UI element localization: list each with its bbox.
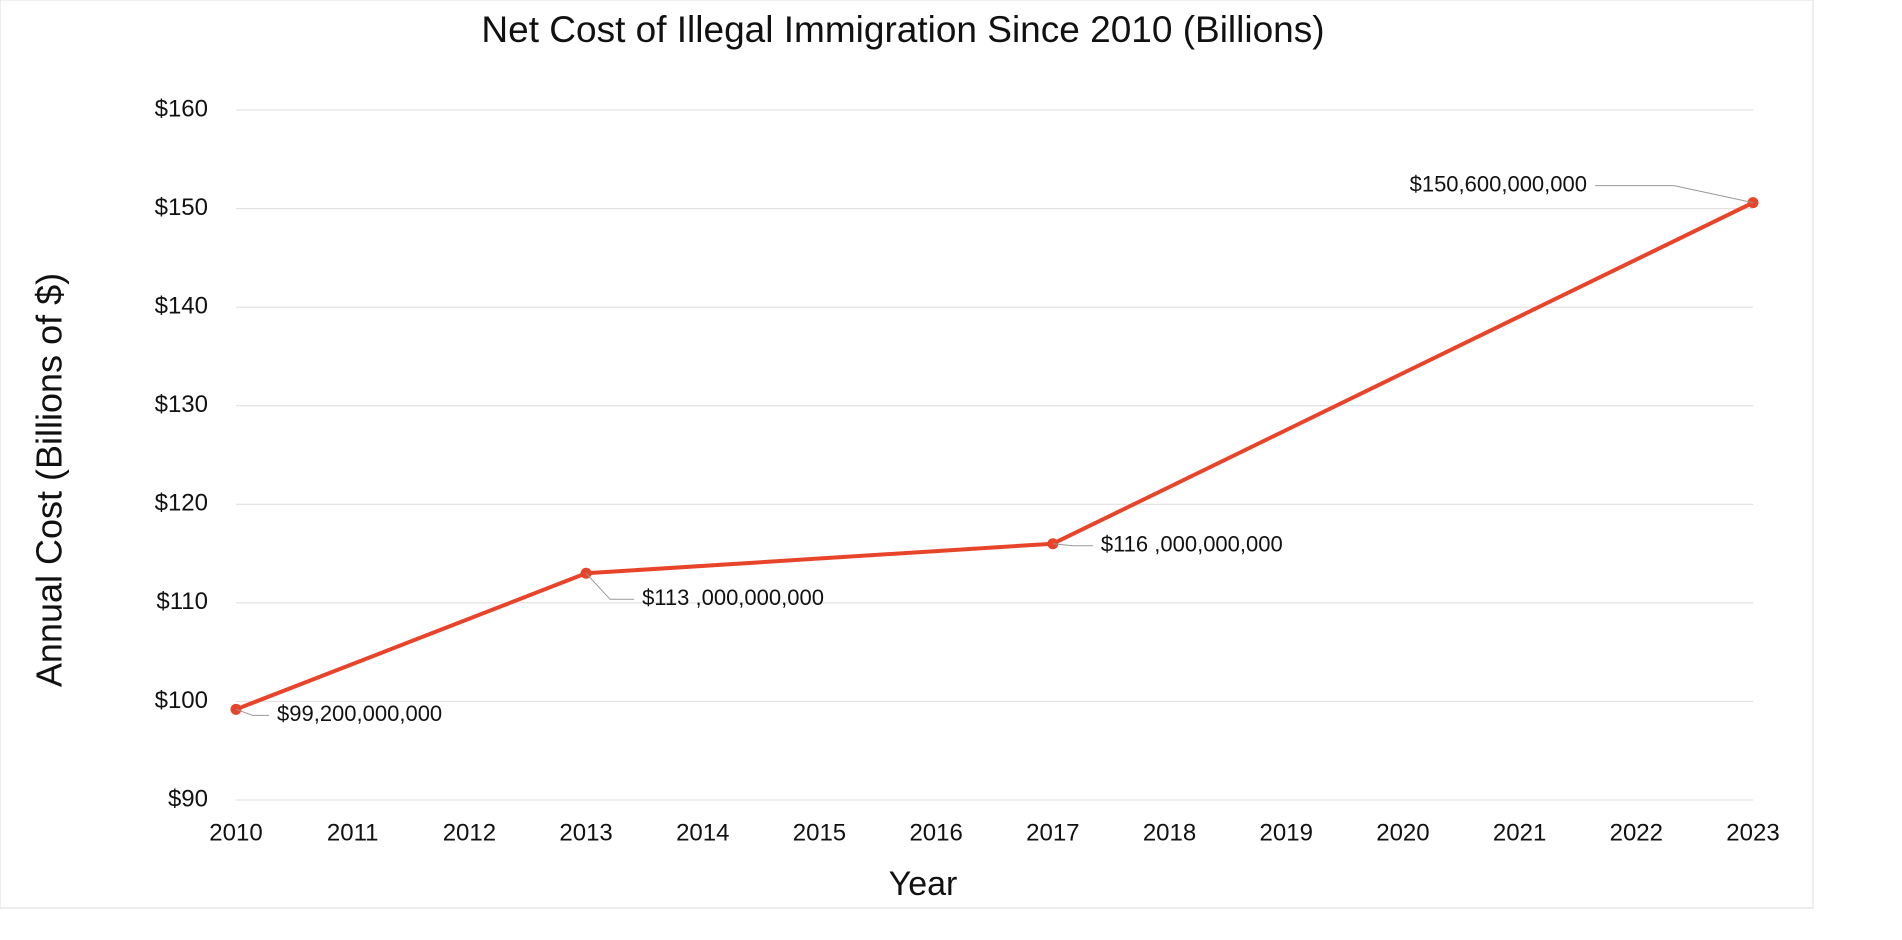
x-tick-label: 2014: [676, 819, 729, 846]
x-tick-label: 2015: [793, 819, 846, 846]
x-tick-label: 2021: [1493, 819, 1546, 846]
y-tick-label: $150: [155, 194, 208, 221]
leader-line: [585, 572, 635, 600]
chart-title: Net Cost of Illegal Immigration Since 20…: [481, 9, 1324, 50]
y-tick-label: $110: [156, 588, 208, 615]
y-axis-title: Annual Cost (Billions of $): [29, 273, 70, 687]
x-tick-label: 2012: [443, 819, 496, 846]
x-tick-label: 2010: [209, 819, 262, 846]
x-tick-label: 2017: [1026, 819, 1079, 846]
x-axis-title: Year: [889, 865, 958, 903]
y-tick-label: $160: [155, 95, 208, 122]
leader-line: [235, 708, 269, 716]
chart-frame: [0, 0, 1814, 909]
leader-line: [1595, 185, 1754, 204]
y-tick-label: $130: [155, 391, 208, 418]
y-tick-label: $90: [168, 785, 208, 812]
value-label: $99,200,000,000: [277, 701, 442, 726]
value-label: $116 ,000,000,000: [1101, 532, 1283, 557]
y-tick-label: $120: [155, 490, 208, 517]
y-tick-label: $100: [155, 687, 208, 714]
data-line: [235, 200, 1754, 712]
x-tick-label: 2011: [327, 819, 379, 846]
value-label: $150,600,000,000: [1410, 171, 1587, 196]
x-tick-label: 2013: [559, 819, 612, 846]
x-tick-label: 2020: [1376, 819, 1429, 846]
y-tick-label: $140: [155, 292, 208, 319]
x-tick-label: 2023: [1726, 819, 1779, 846]
x-tick-label: 2016: [909, 819, 962, 846]
x-tick-label: 2019: [1260, 819, 1313, 846]
x-tick-label: 2022: [1610, 819, 1663, 846]
value-label: $113 ,000,000,000: [642, 585, 824, 610]
leader-line: [1052, 543, 1093, 547]
x-tick-label: 2018: [1143, 819, 1196, 846]
